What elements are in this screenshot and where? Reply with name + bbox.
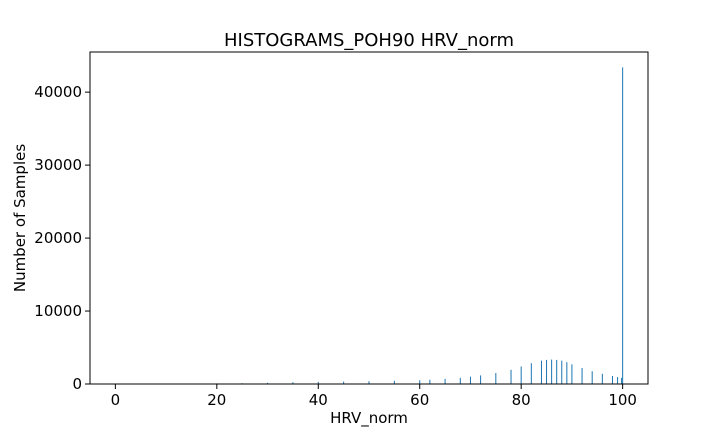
histogram-bar [368,381,370,384]
histogram-bar [546,359,548,384]
y-tick-label: 30000 [34,156,82,174]
plot-frame [89,51,649,385]
x-tick-label: 0 [111,391,121,409]
histogram-bar [343,381,345,384]
histogram-bar [267,382,269,384]
histogram-bar [292,382,294,384]
histogram-bar [419,380,421,384]
y-tick-label: 20000 [34,229,82,247]
chart-title: HISTOGRAMS_POH90 HRV_norm [224,30,514,51]
x-tick-label: 80 [512,391,531,409]
histogram-bar [393,380,395,384]
y-axis-label: Number of Samples [11,144,29,292]
histogram-bar [459,377,461,384]
histogram-bar [556,359,558,384]
y-tick-label: 40000 [34,83,82,101]
x-tick-label: 40 [309,391,328,409]
histogram-bar [622,67,624,384]
histogram-bar [444,378,446,384]
histogram-bar [480,375,482,384]
y-tick-label: 10000 [34,302,82,320]
y-tick-label: 0 [72,375,82,393]
histogram-bar [469,376,471,384]
histogram-bar [621,377,623,384]
histogram-bar [540,360,542,384]
histogram-bar [429,379,431,384]
histogram-bar [510,369,512,384]
histogram-bar [520,366,522,384]
x-axis-label: HRV_norm [330,409,408,428]
histogram-bar [561,360,563,384]
x-tick-label: 100 [608,391,637,409]
histogram-bar [617,377,619,384]
x-tick-label: 20 [207,391,226,409]
x-axis-ticks: 0 20 40 60 80 100 [111,384,637,409]
histogram-bar [551,359,553,384]
histogram-bar [571,364,573,384]
histogram-bar [611,375,613,384]
histogram-bar [495,373,497,384]
histogram-bars [114,67,624,384]
histogram-bar [566,362,568,384]
histogram-bar [530,363,532,384]
x-tick-label: 60 [410,391,429,409]
histogram-bar [581,367,583,384]
y-axis-ticks: 0 10000 20000 30000 40000 [34,83,90,393]
histogram-bar [591,371,593,384]
histogram-bar [601,373,603,384]
histogram-bar [317,381,319,384]
